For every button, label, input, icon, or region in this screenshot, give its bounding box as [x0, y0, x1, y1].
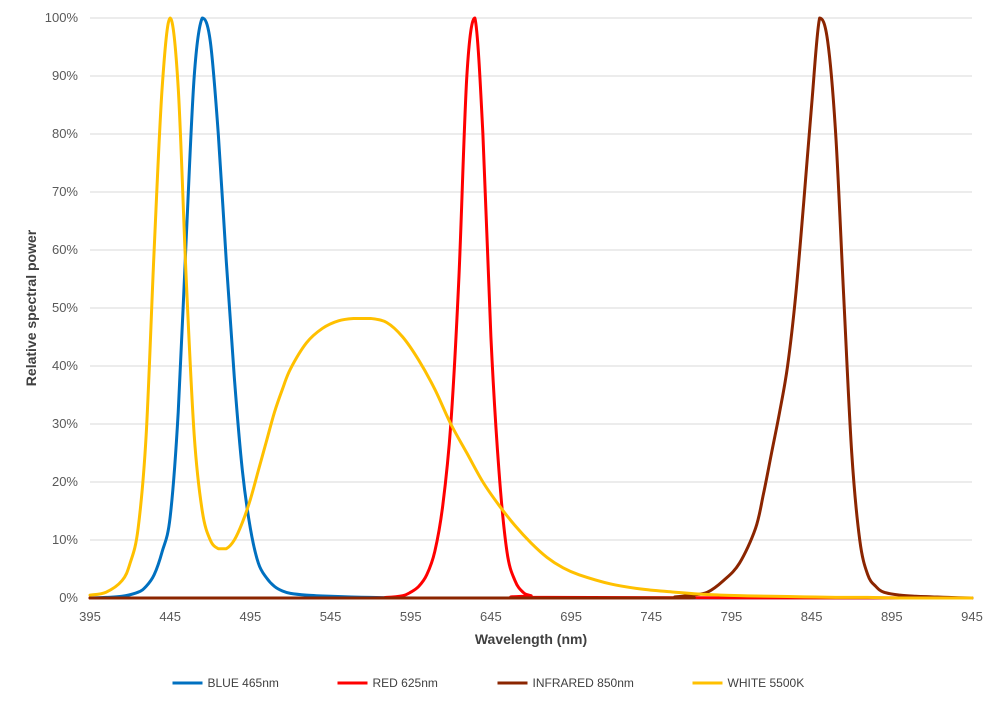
y-tick-label: 40% [52, 358, 78, 373]
x-tick-labels: 395 445 495 545 595 645 695 745 795 845 895 945 [79, 609, 983, 624]
x-tick-label: 845 [801, 609, 823, 624]
y-tick-label: 30% [52, 416, 78, 431]
x-tick-label: 645 [480, 609, 502, 624]
y-tick-label: 60% [52, 242, 78, 257]
x-tick-label: 495 [240, 609, 262, 624]
legend-label: BLUE 465nm [208, 676, 279, 690]
x-tick-label: 945 [961, 609, 983, 624]
series-line-1 [88, 16, 974, 600]
series-line-3 [88, 16, 974, 600]
x-tick-label: 895 [881, 609, 903, 624]
legend-label: WHITE 5500K [728, 676, 805, 690]
x-axis-title: Wavelength (nm) [475, 631, 587, 647]
series-lines [88, 16, 974, 600]
y-tick-label: 20% [52, 474, 78, 489]
legend-label: INFRARED 850nm [533, 676, 634, 690]
x-tick-label: 695 [560, 609, 582, 624]
grid-lines [90, 17, 972, 599]
y-tick-labels: 0% 10% 20% 30% 40% 50% 60% 70% 80% 90% 100% [45, 10, 79, 605]
y-tick-label: 90% [52, 68, 78, 83]
y-tick-label: 0% [59, 590, 78, 605]
x-tick-label: 795 [721, 609, 743, 624]
x-tick-label: 745 [640, 609, 662, 624]
legend-label: RED 625nm [373, 676, 438, 690]
x-tick-label: 595 [400, 609, 422, 624]
x-tick-label: 445 [159, 609, 181, 624]
y-tick-label: 80% [52, 126, 78, 141]
y-axis-title: Relative spectral power [23, 229, 39, 386]
x-tick-label: 545 [320, 609, 342, 624]
y-tick-label: 100% [45, 10, 79, 25]
y-tick-label: 70% [52, 184, 78, 199]
legend: BLUE 465nm RED 625nm INFRARED 850nm WHITE 5… [172, 676, 805, 690]
y-tick-label: 10% [52, 532, 78, 547]
x-tick-label: 395 [79, 609, 101, 624]
y-tick-label: 50% [52, 300, 78, 315]
